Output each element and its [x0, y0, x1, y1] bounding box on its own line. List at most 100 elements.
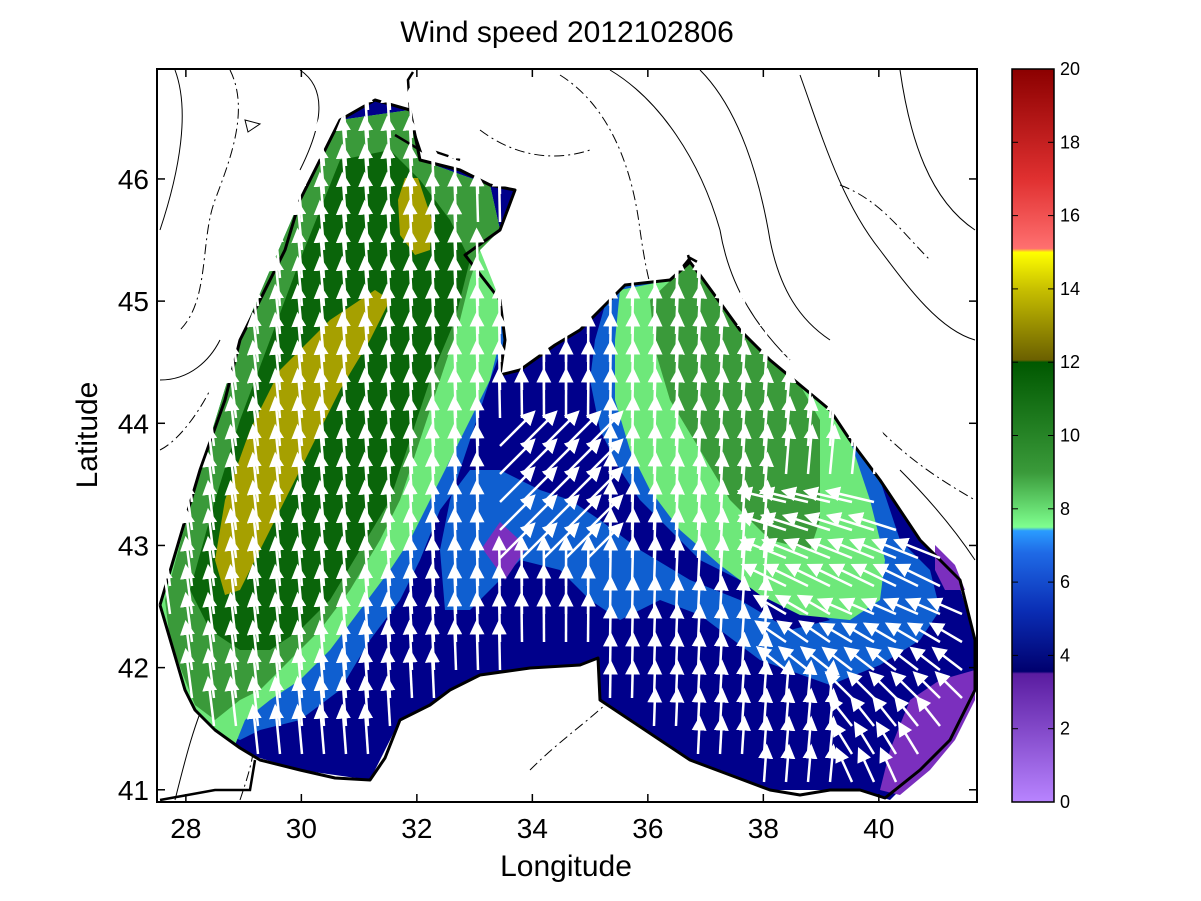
colorbar-ticks: 0 2 4 6 8 10 12 14 16 18 20: [1012, 59, 1080, 812]
wind-arrow: [798, 620, 831, 644]
wind-arrow: [824, 486, 875, 504]
wind-arrow: [380, 675, 396, 727]
wind-arrow: [469, 171, 485, 223]
y-axis-label: Latitude: [71, 382, 104, 489]
chart-title: Wind speed 2012102806: [400, 16, 734, 49]
wind-arrow: [514, 591, 530, 643]
wind-arrow: [491, 619, 507, 671]
wind-arrow: [647, 687, 663, 727]
wind-arrow: [912, 671, 941, 699]
wind-arrow: [846, 671, 875, 699]
wind-arrow: [447, 619, 463, 671]
wind-arrow: [850, 695, 875, 727]
wind-arrow: [625, 659, 641, 699]
wind-arrow: [868, 671, 897, 699]
wind-arrow: [713, 715, 729, 755]
wind-arrow: [246, 703, 262, 755]
coastline: [158, 98, 977, 800]
wind-arrow: [669, 687, 685, 727]
wind-arrow: [774, 594, 809, 616]
wind-arrow: [335, 703, 351, 755]
wind-arrows: [157, 69, 963, 783]
wind-arrow: [824, 743, 840, 783]
wind-arrow: [818, 622, 853, 644]
colorbar-tick-label: 12: [1060, 352, 1080, 372]
wind-arrow: [872, 695, 897, 727]
wind-arrow: [499, 466, 536, 503]
wind-arrow: [870, 423, 886, 475]
y-tick-label: 46: [118, 164, 149, 195]
colorbar-tick-label: 0: [1060, 792, 1070, 812]
wind-arrow: [313, 703, 329, 755]
wind-arrow: [825, 423, 841, 475]
wind-arrow: [269, 703, 285, 755]
wind-arrow: [838, 597, 875, 616]
wind-arrow: [781, 423, 797, 475]
x-axis-ticks: 28 30 32 34 36 38 40: [170, 69, 894, 844]
wind-arrow: [904, 597, 941, 616]
wind-arrow: [202, 675, 218, 727]
wind-arrow: [824, 671, 853, 699]
wind-arrow: [847, 512, 897, 532]
wind-arrow: [843, 646, 875, 671]
colorbar-tick-label: 14: [1060, 279, 1080, 299]
colorbar-tick-label: 6: [1060, 572, 1070, 592]
y-tick-label: 45: [118, 286, 149, 317]
colorbar-tick-label: 18: [1060, 132, 1080, 152]
wind-arrow: [499, 438, 536, 475]
colorbar-tick-label: 10: [1060, 426, 1080, 446]
wind-arrow: [469, 619, 485, 671]
wind-arrow: [857, 746, 876, 783]
wind-arrow: [840, 622, 875, 644]
wind-arrow: [862, 622, 897, 644]
wind-arrow: [780, 743, 796, 783]
wind-arrow: [802, 743, 818, 783]
wind-arrow: [906, 622, 941, 644]
x-tick-label: 34: [517, 813, 548, 844]
wind-arrow: [402, 647, 418, 699]
colorbar-tick-label: 2: [1060, 719, 1070, 739]
wind-arrow: [291, 703, 307, 755]
coastline-bosphorus: [159, 759, 257, 802]
colorbar-tick-label: 4: [1060, 645, 1070, 665]
wind-arrow: [890, 671, 919, 699]
wind-arrow: [224, 675, 240, 727]
y-tick-label: 44: [118, 408, 149, 439]
land-contours: [159, 69, 976, 801]
wind-arrow: [821, 646, 853, 671]
x-tick-label: 32: [401, 813, 432, 844]
wind-arrow: [499, 410, 536, 447]
wind-arrow: [776, 620, 809, 644]
wind-arrow: [916, 695, 941, 727]
wind-arrow: [691, 715, 707, 755]
wind-arrow: [884, 622, 919, 644]
wind-arrow: [879, 746, 898, 783]
x-tick-label: 38: [748, 813, 779, 844]
wind-arrow: [157, 563, 173, 615]
wind-arrow: [893, 537, 941, 560]
wind-arrow: [803, 423, 819, 475]
wind-arrow: [816, 597, 853, 616]
wind-arrow: [736, 715, 751, 755]
colorbar-tick-label: 8: [1060, 499, 1070, 519]
wind-arrow: [835, 746, 854, 783]
wind-arrow: [897, 721, 920, 755]
wind-arrow: [887, 646, 919, 671]
plot-frame: [156, 68, 978, 803]
x-tick-label: 28: [170, 813, 201, 844]
x-axis-label: Longitude: [500, 850, 632, 883]
wind-arrow: [848, 423, 864, 475]
wind-arrow: [934, 671, 963, 699]
x-tick-label: 30: [286, 813, 317, 844]
colorbar-tick-label: 20: [1060, 59, 1080, 79]
colorbar-tick-label: 16: [1060, 206, 1080, 226]
colorbar: 0 2 4 6 8 10 12 14 16 18 20: [1011, 59, 1080, 812]
y-tick-label: 42: [118, 653, 149, 684]
sea-region-3-4-east: [880, 670, 975, 795]
wind-arrow: [931, 646, 963, 671]
colorbar-gradient: [1011, 68, 1055, 803]
wind-arrow: [882, 597, 919, 616]
sea-region-9-11-east: [650, 262, 820, 550]
wind-arrow: [928, 622, 963, 644]
